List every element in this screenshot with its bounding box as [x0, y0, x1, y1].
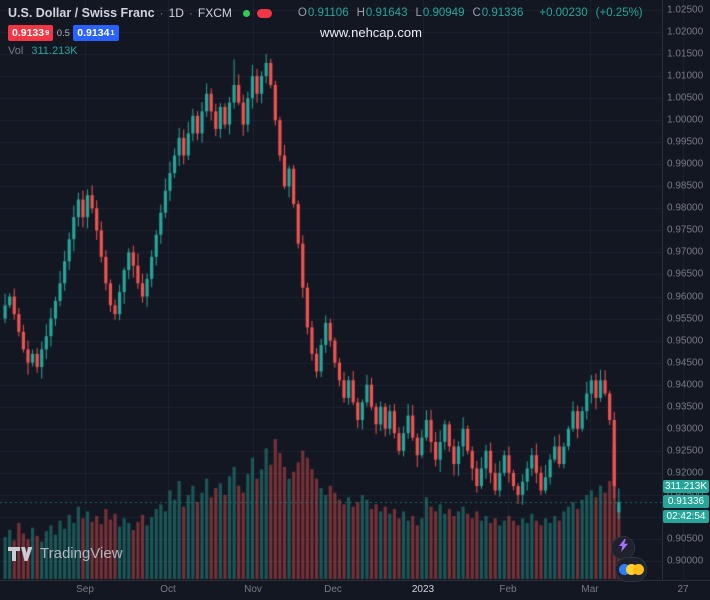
price-axis-label: 0.99000	[667, 158, 704, 170]
spread-value: 0.5	[56, 27, 70, 39]
sell-button[interactable]: 0.9133 9	[8, 25, 54, 41]
reactions-button[interactable]	[615, 557, 647, 582]
price-axis-separator	[662, 0, 663, 580]
price-axis-label: 0.90000	[667, 555, 704, 567]
price-axis-label: 0.99500	[667, 136, 704, 148]
symbol-title[interactable]: U.S. Dollar / Swiss Franc	[8, 6, 155, 20]
price-axis-label: 1.02500	[667, 4, 704, 16]
boost-button[interactable]	[611, 536, 635, 560]
price-axis-label: 1.00000	[667, 114, 704, 126]
buy-button[interactable]: 0.9134 1	[73, 25, 119, 41]
time-axis-label: Sep	[76, 584, 94, 595]
price-axis-label: 1.01000	[667, 70, 704, 82]
price-axis-label: 1.00500	[667, 92, 704, 104]
price-axis-label: 0.95000	[667, 335, 704, 347]
time-axis-label: Oct	[160, 584, 176, 595]
price-axis-label: 0.96500	[667, 268, 704, 280]
time-axis-separator	[0, 580, 710, 581]
price-axis-label: 0.92000	[667, 467, 704, 479]
last-price-badge: 0.91336	[663, 495, 709, 509]
tradingview-logo-icon	[8, 546, 33, 561]
price-axis-label: 0.94000	[667, 379, 704, 391]
smiley-reaction-icon	[632, 564, 644, 575]
price-axis-label: 0.98500	[667, 180, 704, 192]
price-axis-label: 0.96000	[667, 291, 704, 303]
lightning-bolt-icon	[618, 539, 628, 557]
price-axis-label: 0.91500	[667, 489, 703, 500]
blue-reaction-icon	[618, 564, 630, 575]
time-axis-label: 2023	[411, 584, 435, 595]
market-status-dot	[242, 9, 250, 17]
price-axis-label: 0.97500	[667, 224, 704, 236]
volume-axis-badge: 311.213K	[663, 480, 709, 494]
time-axis-label: Nov	[244, 584, 262, 595]
price-axis-label: 0.90500	[667, 533, 704, 545]
price-axis-label: 1.01500	[667, 48, 704, 60]
change-absolute: +0.00230	[539, 7, 588, 19]
record-pill-icon[interactable]	[256, 8, 272, 18]
price-axis-label: 0.93000	[667, 423, 704, 435]
chart-legend: U.S. Dollar / Swiss Franc · 1D · FXCM O0…	[8, 6, 643, 20]
time-axis-label: 27	[677, 584, 689, 595]
price-axis-label: 0.92500	[667, 445, 704, 457]
smiley-reaction-icon	[625, 564, 637, 575]
timeframe-label[interactable]: 1D	[168, 6, 184, 20]
low-label: L	[415, 7, 422, 19]
change-percent: (+0.25%)	[595, 7, 643, 19]
open-label: O	[297, 7, 307, 19]
tradingview-logo[interactable]: TradingView	[8, 545, 123, 562]
volume-value: 311.213K	[31, 45, 78, 57]
ohlc-values: O0.91106 H0.91643 L0.90949 C0.91336 +0.0…	[298, 7, 643, 19]
bar-countdown-badge: 02:42:54	[663, 510, 709, 524]
high-label: H	[356, 7, 365, 19]
high-value: 0.91643	[365, 7, 408, 19]
legend-separator: ·	[159, 6, 164, 20]
price-axis-label: 1.02000	[667, 26, 704, 38]
time-axis-label: Feb	[499, 584, 517, 595]
low-value: 0.90949	[422, 7, 465, 19]
tradingview-logo-text: TradingView	[40, 545, 123, 562]
price-axis-label: 0.95500	[667, 313, 704, 325]
price-axis-label: 0.93500	[667, 401, 704, 413]
time-axis-label: Mar	[581, 584, 599, 595]
legend-separator: ·	[188, 6, 193, 20]
bid-ask-panel: 0.9133 9 0.5 0.9134 1	[8, 25, 119, 41]
open-value: 0.91106	[307, 7, 349, 19]
price-axis-label: 0.94500	[667, 357, 704, 369]
price-axis-label: 0.97000	[667, 246, 704, 258]
time-axis-label: Dec	[324, 584, 342, 595]
volume-label: Vol	[8, 45, 24, 57]
price-axis-label: 0.98000	[667, 202, 704, 214]
exchange-label[interactable]: FXCM	[197, 6, 232, 20]
close-value: 0.91336	[481, 7, 524, 19]
close-label: C	[472, 7, 481, 19]
volume-legend[interactable]: Vol 311.213K	[8, 45, 78, 57]
time-axis[interactable]: Sep Oct Nov Dec 2023 Feb Mar 27	[0, 580, 710, 600]
watermark-text: www.nehcap.com	[320, 25, 422, 40]
